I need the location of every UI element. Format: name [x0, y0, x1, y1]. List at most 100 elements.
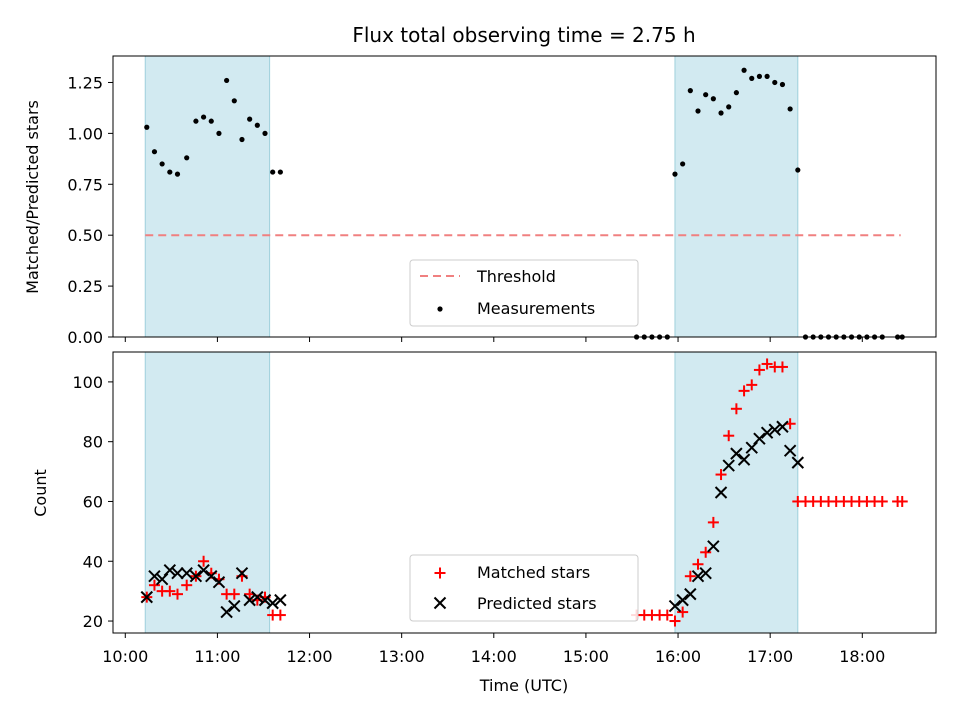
x-axis-label: Time (UTC) — [479, 676, 568, 695]
matched-point — [669, 615, 681, 627]
measurement-point — [200, 114, 207, 120]
measurement-point — [262, 130, 268, 136]
measurement-point — [151, 149, 158, 155]
measurement-point — [174, 171, 181, 177]
x-tick-label: 14:00 — [471, 647, 517, 666]
x-tick-label: 11:00 — [194, 647, 240, 666]
top-y-tick-label: 1.25 — [67, 73, 103, 92]
matched-point — [684, 570, 696, 582]
predicted-point — [699, 567, 712, 580]
matched-point — [274, 609, 286, 621]
legend-x-marker — [433, 596, 447, 610]
measurement-point — [703, 92, 709, 98]
predicted-point — [707, 540, 720, 553]
measurement-point — [159, 161, 165, 167]
legend-predicted-swatch — [433, 596, 447, 610]
measurement-point — [231, 98, 237, 104]
top-y-tick-label: 0.75 — [67, 175, 103, 194]
top-ylabel: Matched/Predicted stars — [23, 100, 42, 294]
matched-point — [148, 579, 160, 591]
predicted-point — [722, 459, 735, 472]
predicted-point — [768, 423, 781, 436]
measurement-point — [277, 169, 283, 175]
predicted-point — [684, 587, 697, 601]
predicted-point — [243, 593, 256, 607]
measurement-point — [216, 130, 222, 136]
x-tick-label: 16:00 — [655, 647, 701, 666]
bottom-y-tick-label: 40 — [83, 552, 103, 571]
bottom-ylabel: Count — [31, 469, 50, 517]
measurement-point — [254, 122, 260, 128]
matched-point — [723, 430, 735, 442]
matched-point — [715, 469, 727, 481]
measurement-point — [756, 73, 763, 79]
measurement-point — [718, 110, 724, 116]
predicted-point — [212, 575, 226, 589]
measurement-point — [787, 106, 793, 112]
predicted-point — [251, 590, 264, 604]
measurement-point — [710, 96, 716, 102]
top-y-tick-label: 0.50 — [67, 226, 103, 245]
predicted-point — [668, 599, 682, 613]
predicted-point — [205, 569, 218, 583]
x-tick-label: 13:00 — [379, 647, 425, 666]
bottom-y-tick-label: 80 — [83, 433, 103, 452]
predicted-point — [235, 567, 249, 580]
matched-point — [738, 385, 750, 397]
measurement-point — [208, 118, 214, 124]
top-axes-frame — [112, 55, 937, 338]
predicted-point — [148, 569, 161, 583]
shaded-interval — [674, 55, 799, 338]
top-panel: 0.00 0.25 0.50 0.75 1.00 1.25 Matched/Predict… — [23, 55, 937, 347]
top-ticks: 0.00 0.25 0.50 0.75 1.00 1.25 — [67, 73, 863, 347]
predicted-point — [791, 456, 805, 469]
measurement-point — [726, 104, 732, 110]
x-tick-label: 17:00 — [747, 647, 793, 666]
predicted-point — [266, 596, 279, 610]
legend-matched-swatch — [434, 567, 446, 579]
predicted-point — [163, 564, 177, 577]
matched-point — [677, 606, 689, 618]
bottom-y-tick-label: 20 — [83, 612, 103, 631]
matched-point — [746, 379, 758, 391]
top-y-tick-label: 0.00 — [67, 328, 103, 347]
measurement-point — [741, 67, 747, 73]
matched-point — [707, 516, 719, 528]
measurement-point — [764, 73, 770, 79]
matched-point — [181, 579, 193, 591]
measurement-point — [687, 88, 693, 94]
matched-point — [661, 609, 673, 621]
bottom-legend: Matched stars Predicted stars — [409, 554, 639, 622]
measurement-point — [695, 108, 701, 114]
matched-point — [198, 555, 210, 567]
measurement-point — [733, 90, 739, 96]
measurement-point — [247, 116, 253, 122]
measurement-point — [224, 77, 230, 84]
predicted-point — [676, 593, 689, 607]
matched-point — [753, 364, 765, 376]
bottom-shaded-intervals — [144, 351, 799, 634]
predicted-point — [228, 599, 241, 613]
matched-point — [876, 495, 888, 507]
bottom-y-tick-label: 100 — [72, 373, 103, 392]
shaded-interval — [674, 351, 799, 634]
bottom-ticks: 10:00 11:00 12:00 13:00 14:00 15:00 16:00 17:00… — [72, 373, 885, 666]
matched-point — [228, 588, 240, 600]
predicted-point — [140, 590, 153, 604]
matched-point — [692, 558, 704, 570]
predicted-point — [197, 564, 210, 577]
predicted-point — [171, 567, 184, 580]
matched-point — [171, 588, 183, 600]
top-y-tick-label: 0.25 — [67, 277, 103, 296]
top-legend: Threshold Measurements — [409, 259, 639, 327]
measurement-point — [193, 118, 199, 124]
matched-point — [896, 495, 908, 507]
shaded-interval — [144, 351, 271, 634]
x-tick-label: 10:00 — [102, 647, 148, 666]
legend-measurements-label: Measurements — [477, 299, 595, 318]
measurement-point — [184, 155, 190, 161]
predicted-point — [783, 444, 797, 457]
legend-matched-label: Matched stars — [477, 563, 590, 582]
predicted-point — [714, 486, 728, 499]
